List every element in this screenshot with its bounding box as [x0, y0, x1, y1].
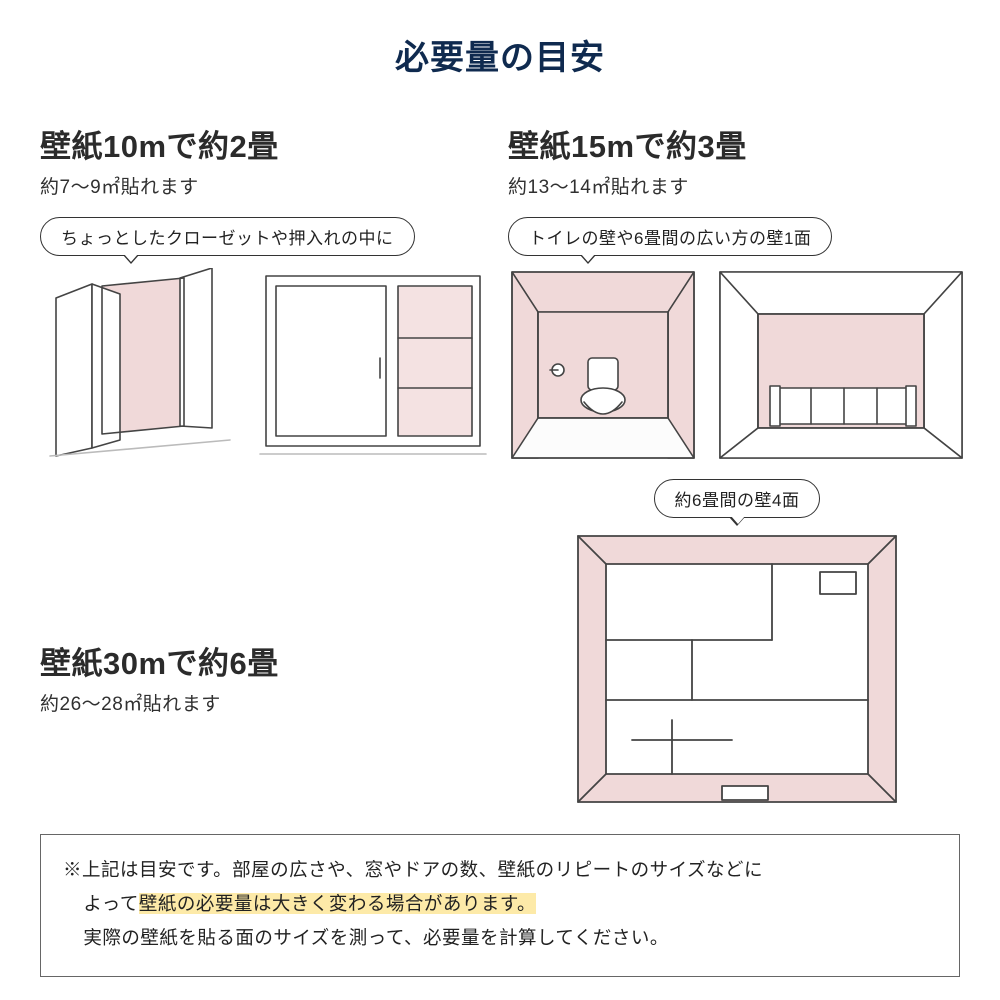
section-15m-sub: 約13～14㎡貼れます: [508, 172, 966, 199]
note-line1: ※上記は目安です。部屋の広さや、窓やドアの数、壁紙のリピートのサイズなどに: [63, 859, 763, 880]
note-line2-prefix: よって: [83, 893, 139, 914]
page-root: 必要量の目安 壁紙10mで約2畳 約7～9㎡貼れます ちょっとしたクローゼットや…: [0, 0, 1000, 997]
section-15m-bubble: トイレの壁や6畳間の広い方の壁1面: [508, 217, 832, 256]
closet-open-icon: [40, 268, 240, 458]
section-30m-bubble-row: 約6畳間の壁4面: [508, 479, 966, 518]
living-room-wall-icon: [716, 268, 966, 463]
section-10m: 壁紙10mで約2畳 約7～9㎡貼れます ちょっとしたクローゼットや押入れの中に: [40, 121, 488, 463]
section-30m-heading: 壁紙30mで約6畳: [40, 638, 488, 683]
section-10m-heading: 壁紙10mで約2畳: [40, 121, 488, 166]
section-10m-sub: 約7～9㎡貼れます: [40, 172, 488, 199]
section-15m: 壁紙15mで約3畳 約13～14㎡貼れます トイレの壁や6畳間の広い方の壁1面: [508, 121, 966, 463]
cabinet-sliding-icon: [258, 268, 488, 458]
note-line2-wrap: よって壁紙の必要量は大きく変わる場合があります。: [63, 887, 937, 921]
section-30m-illustration: [508, 530, 966, 810]
section-10m-bubble-row: ちょっとしたクローゼットや押入れの中に: [40, 217, 488, 256]
note-line3: 実際の壁紙を貼る面のサイズを測って、必要量を計算してください。: [63, 921, 937, 955]
room-floorplan-icon: [572, 530, 902, 810]
note-box: ※上記は目安です。部屋の広さや、窓やドアの数、壁紙のリピートのサイズなどに よっ…: [40, 834, 960, 977]
section-15m-illustration: [508, 268, 966, 463]
section-15m-bubble-row: トイレの壁や6畳間の広い方の壁1面: [508, 217, 966, 256]
section-30m: 壁紙30mで約6畳 約26～28㎡貼れます: [40, 568, 488, 716]
sections-grid: 壁紙10mで約2畳 約7～9㎡貼れます ちょっとしたクローゼットや押入れの中に: [30, 121, 970, 810]
section-10m-illustration: [40, 268, 488, 458]
section-30m-sub: 約26～28㎡貼れます: [40, 689, 488, 716]
section-15m-heading: 壁紙15mで約3畳: [508, 121, 966, 166]
section-10m-bubble: ちょっとしたクローゼットや押入れの中に: [40, 217, 415, 256]
section-30m-bubble: 約6畳間の壁4面: [654, 479, 821, 518]
note-highlight: 壁紙の必要量は大きく変わる場合があります。: [139, 893, 536, 914]
toilet-room-icon: [508, 268, 698, 463]
page-title: 必要量の目安: [30, 30, 970, 79]
section-30m-illustration-cell: 約6畳間の壁4面: [508, 473, 966, 810]
